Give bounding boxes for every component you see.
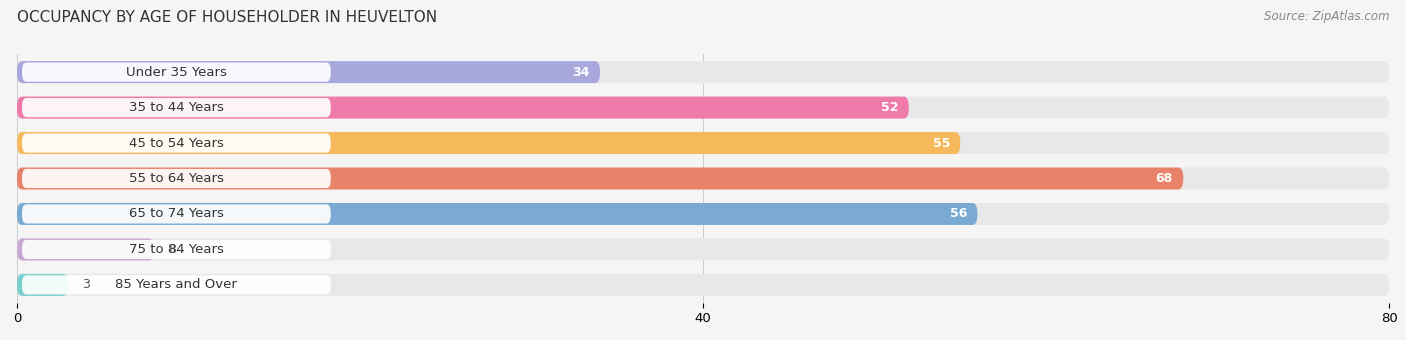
- FancyBboxPatch shape: [17, 61, 600, 83]
- FancyBboxPatch shape: [17, 274, 69, 296]
- FancyBboxPatch shape: [22, 98, 330, 117]
- Text: 65 to 74 Years: 65 to 74 Years: [129, 207, 224, 220]
- Text: Source: ZipAtlas.com: Source: ZipAtlas.com: [1264, 10, 1389, 23]
- FancyBboxPatch shape: [22, 204, 330, 223]
- Text: 55: 55: [932, 137, 950, 150]
- Text: OCCUPANCY BY AGE OF HOUSEHOLDER IN HEUVELTON: OCCUPANCY BY AGE OF HOUSEHOLDER IN HEUVE…: [17, 10, 437, 25]
- Text: Under 35 Years: Under 35 Years: [127, 66, 226, 79]
- FancyBboxPatch shape: [17, 97, 908, 119]
- FancyBboxPatch shape: [17, 61, 1389, 83]
- Text: 52: 52: [882, 101, 898, 114]
- FancyBboxPatch shape: [22, 134, 330, 153]
- FancyBboxPatch shape: [17, 274, 1389, 296]
- Text: 68: 68: [1156, 172, 1173, 185]
- FancyBboxPatch shape: [22, 240, 330, 259]
- Text: 45 to 54 Years: 45 to 54 Years: [129, 137, 224, 150]
- Text: 55 to 64 Years: 55 to 64 Years: [129, 172, 224, 185]
- Text: 8: 8: [167, 243, 176, 256]
- Text: 56: 56: [950, 207, 967, 220]
- FancyBboxPatch shape: [22, 63, 330, 82]
- FancyBboxPatch shape: [17, 168, 1184, 189]
- FancyBboxPatch shape: [17, 132, 1389, 154]
- FancyBboxPatch shape: [22, 169, 330, 188]
- FancyBboxPatch shape: [17, 168, 1389, 189]
- FancyBboxPatch shape: [17, 238, 155, 260]
- FancyBboxPatch shape: [17, 97, 1389, 119]
- FancyBboxPatch shape: [22, 275, 330, 294]
- Text: 85 Years and Over: 85 Years and Over: [115, 278, 238, 291]
- FancyBboxPatch shape: [17, 203, 977, 225]
- Text: 3: 3: [82, 278, 90, 291]
- FancyBboxPatch shape: [17, 132, 960, 154]
- Text: 75 to 84 Years: 75 to 84 Years: [129, 243, 224, 256]
- Text: 34: 34: [572, 66, 589, 79]
- FancyBboxPatch shape: [17, 203, 1389, 225]
- Text: 35 to 44 Years: 35 to 44 Years: [129, 101, 224, 114]
- FancyBboxPatch shape: [17, 238, 1389, 260]
